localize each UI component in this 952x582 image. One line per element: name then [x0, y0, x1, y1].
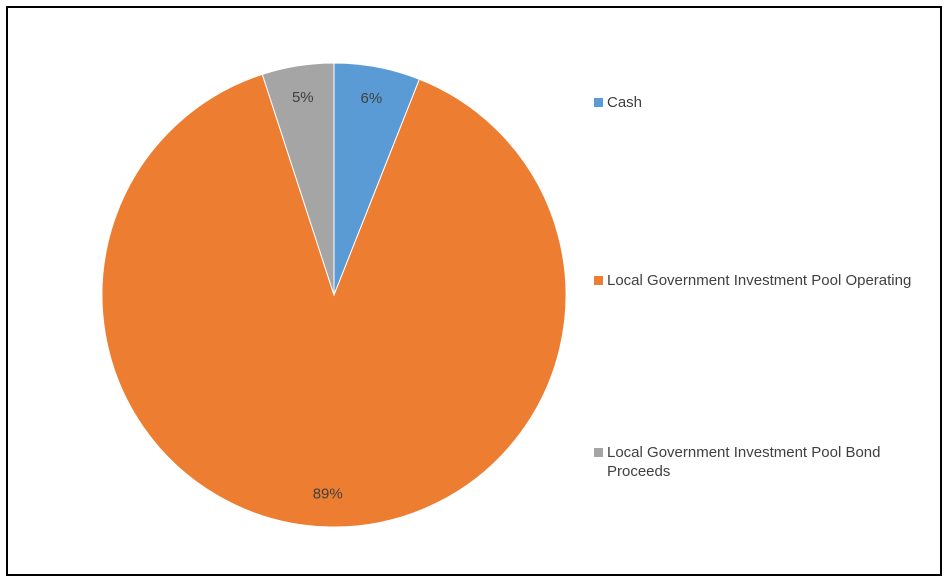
- legend-item-lgip-operating: Local Government Investment Pool Operati…: [594, 271, 937, 290]
- data-label-lgip-operating: 89%: [313, 485, 343, 502]
- legend-label-lgip-bond-proceeds: Local Government Investment Pool Bond Pr…: [607, 444, 881, 480]
- legend-item-lgip-bond-proceeds: Local Government Investment Pool Bond Pr…: [594, 443, 917, 481]
- data-label-lgip-bond-proceeds: 5%: [292, 89, 314, 106]
- legend-label-lgip-operating: Local Government Investment Pool Operati…: [607, 272, 912, 289]
- legend-label-cash: Cash: [607, 94, 643, 111]
- legend-swatch-lgip-operating: [594, 276, 603, 285]
- data-label-cash: 6%: [361, 90, 383, 107]
- pie-slice-lgip-operating: [101, 73, 567, 528]
- pie-slice-lgip-bond-proceeds: [261, 62, 335, 296]
- legend-swatch-lgip-bond-proceeds: [594, 448, 603, 457]
- legend-swatch-cash: [594, 98, 603, 107]
- legend-item-cash: Cash: [594, 93, 937, 112]
- legend: Cash Local Government Investment Pool Op…: [594, 0, 944, 582]
